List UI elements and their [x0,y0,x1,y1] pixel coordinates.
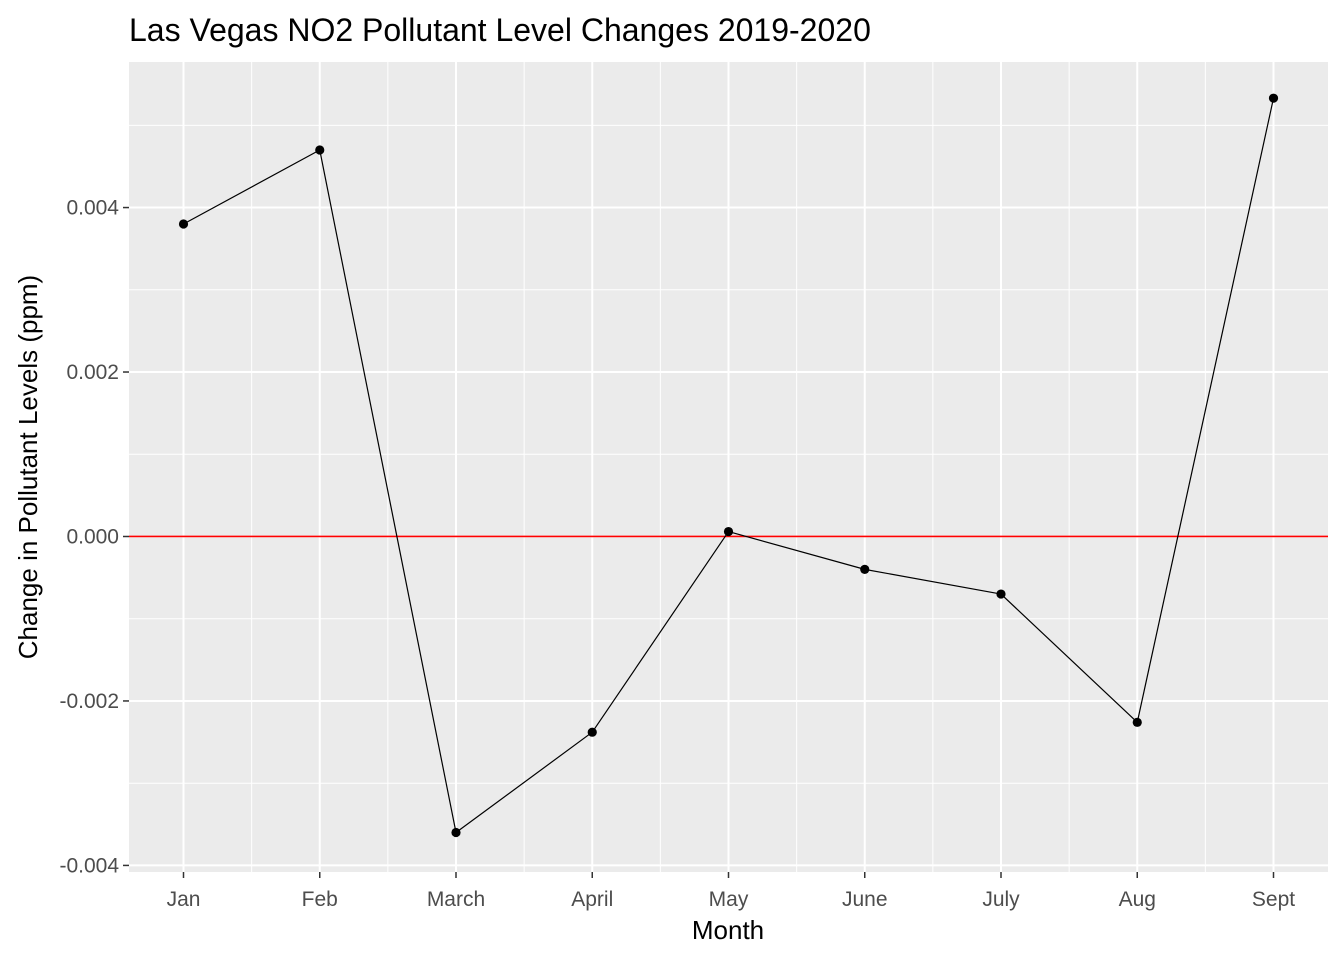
x-tick-label-april: April [571,888,613,911]
data-point-sept [1268,93,1279,103]
y-tick-label: -0.004 [59,854,119,877]
x-tick-label-june: June [842,888,888,911]
x-axis-title: Month [692,915,764,945]
data-point-april [587,727,597,737]
y-tick-label: 0.004 [66,197,119,220]
x-tick-label-aug: Aug [1119,888,1156,911]
y-tick-label: 0.002 [66,361,119,384]
data-point-july [996,589,1006,599]
series-layer [178,93,1279,838]
data-point-jan [178,219,189,229]
y-axis: -0.004 -0.002 0.000 0.002 0.004 [59,197,129,877]
x-tick-label-may: May [709,888,749,911]
data-point-june [860,564,870,574]
data-point-aug [1132,717,1142,727]
y-axis-title: Change in Pollutant Levels (ppm) [13,275,43,659]
grid-layer [129,62,1328,872]
data-point-feb [315,145,325,155]
chart-title: Las Vegas NO2 Pollutant Level Changes 20… [129,12,871,48]
x-tick-label-jan: Jan [167,888,201,911]
y-tick-label: -0.002 [59,690,119,713]
x-tick-label-feb: Feb [302,888,338,911]
data-point-march [451,827,461,838]
y-tick-label: 0.000 [66,525,119,548]
x-tick-label-sept: Sept [1252,888,1295,911]
x-tick-label-july: July [982,888,1020,911]
x-tick-label-march: March [427,888,485,911]
x-axis: Jan Feb March April May June July Aug Sept [167,872,1295,911]
data-point-may [723,526,734,537]
